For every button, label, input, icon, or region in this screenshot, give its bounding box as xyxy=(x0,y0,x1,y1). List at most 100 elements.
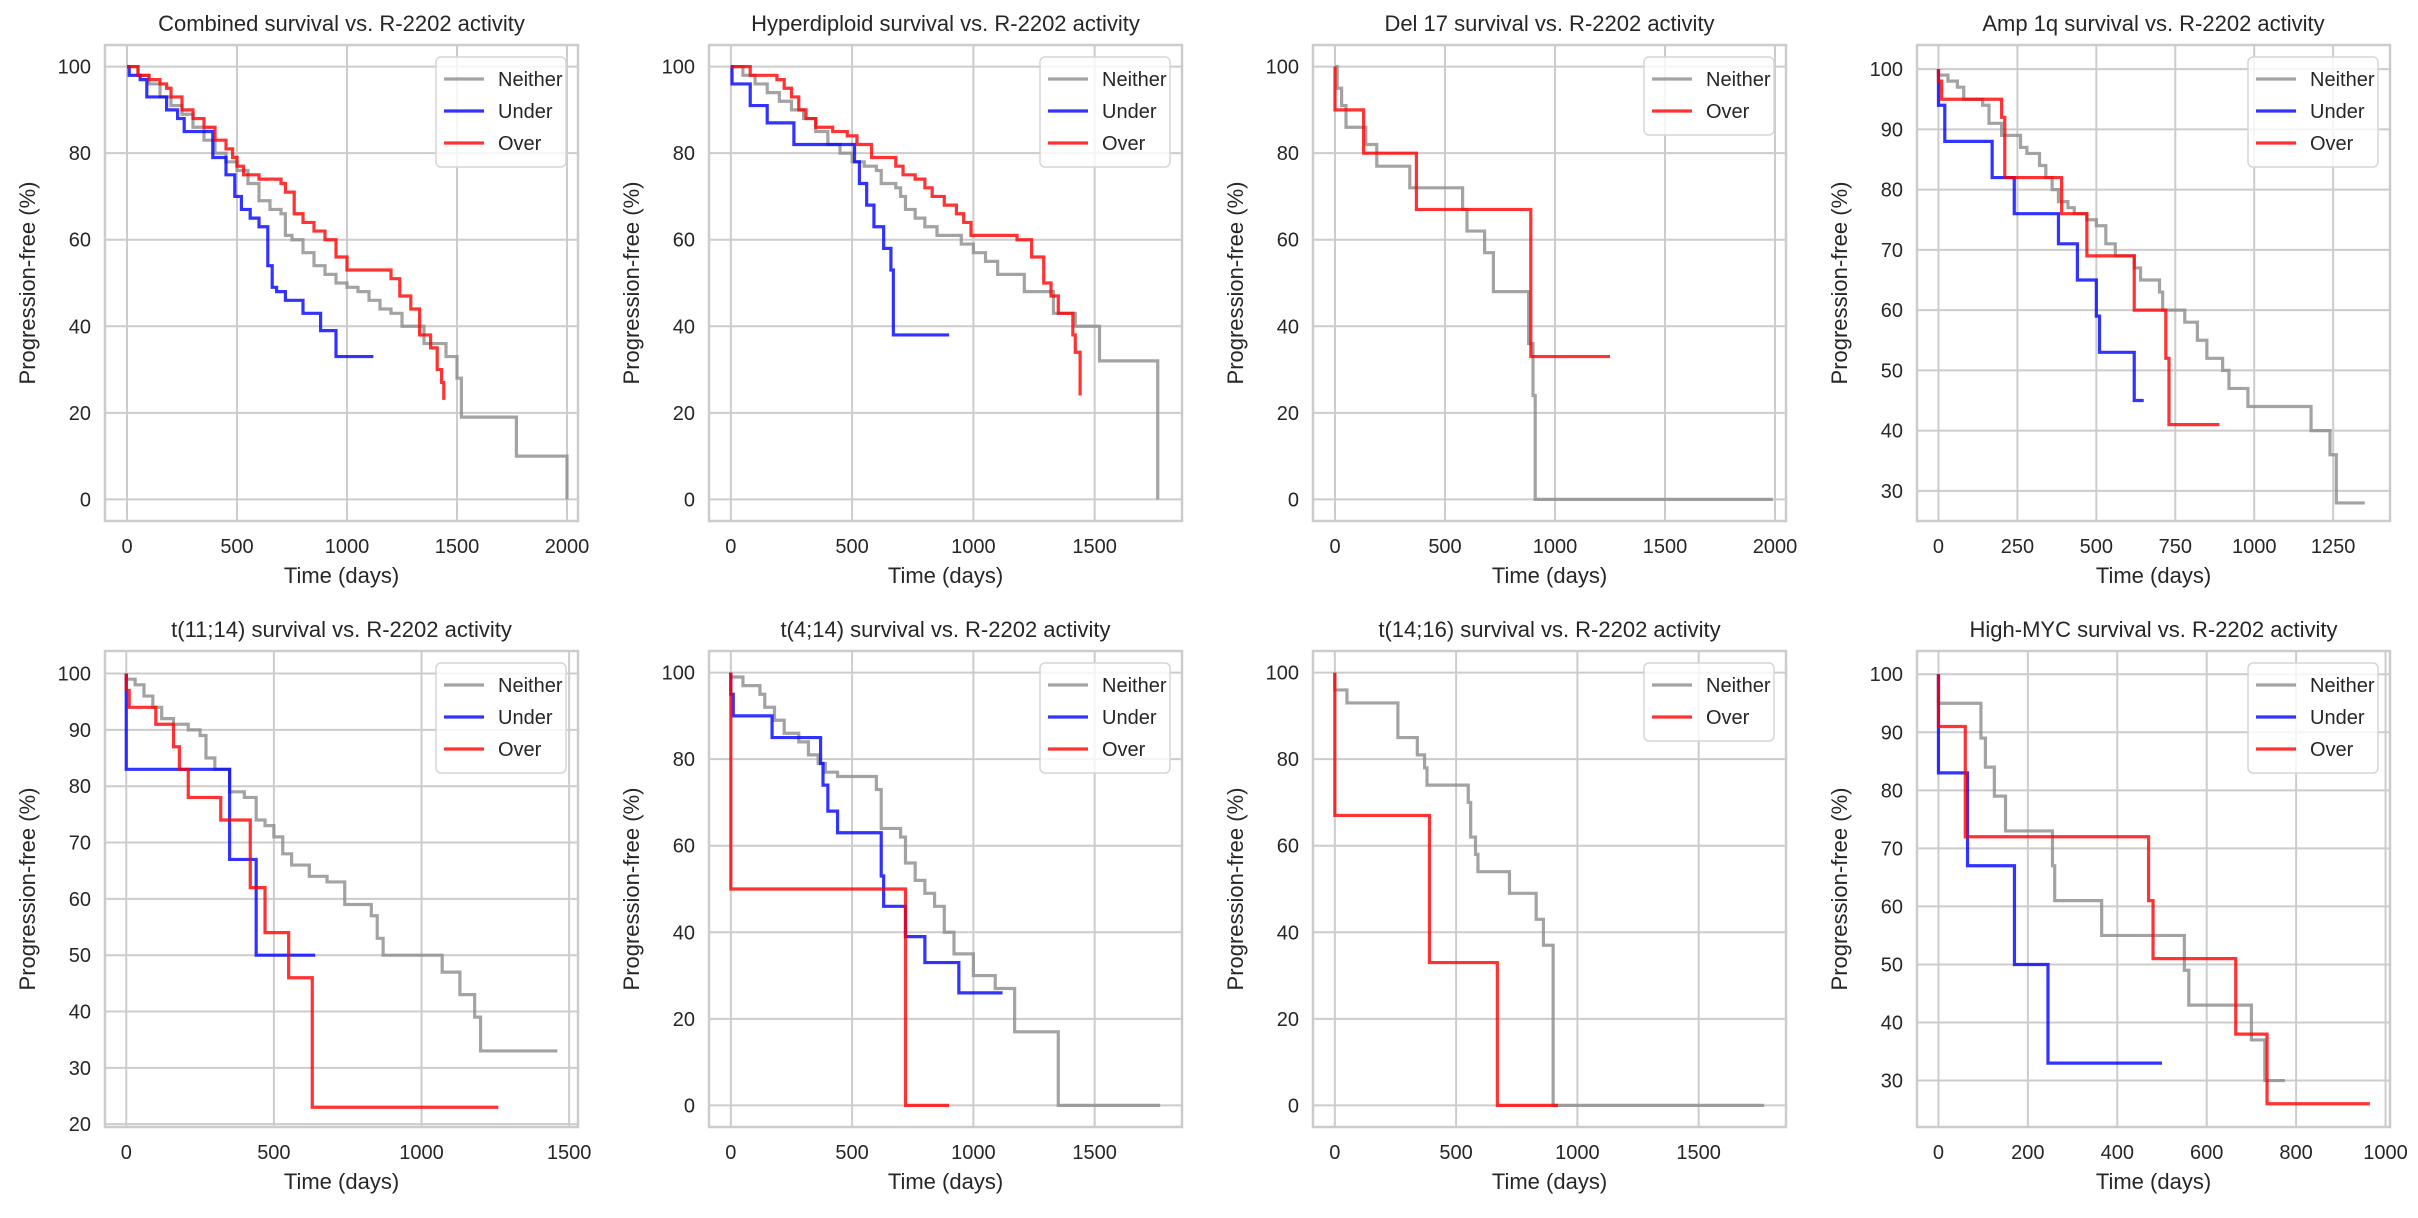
x-tick-label: 500 xyxy=(2080,536,2113,558)
series-line-neither xyxy=(730,65,1160,500)
series-line-under xyxy=(730,65,950,337)
x-tick-label: 750 xyxy=(2159,536,2192,558)
legend-label: Over xyxy=(498,133,542,155)
y-tick-label: 80 xyxy=(1277,749,1299,771)
x-tick-label: 250 xyxy=(2001,536,2034,558)
legend-label: Over xyxy=(498,739,542,761)
legend-label: Over xyxy=(2310,133,2354,155)
x-tick-label: 500 xyxy=(1439,1142,1472,1164)
y-tick-label: 80 xyxy=(69,143,91,165)
y-tick-label: 40 xyxy=(673,316,695,338)
series-line-neither xyxy=(1936,69,2365,505)
series-line-over xyxy=(1936,674,2370,1106)
y-tick-label: 40 xyxy=(1881,421,1903,443)
legend: Neither Under Over xyxy=(2247,56,2379,168)
legend-label: Over xyxy=(1706,101,1750,123)
y-tick-label: 20 xyxy=(673,1009,695,1031)
x-tick-label: 1500 xyxy=(547,1142,592,1164)
series-line-neither xyxy=(1333,672,1765,1107)
y-tick-label: 40 xyxy=(1881,1013,1903,1035)
y-tick-label: 100 xyxy=(662,57,695,79)
legend-box xyxy=(2247,56,2379,168)
y-tick-label: 90 xyxy=(1881,722,1903,744)
y-tick-label: 100 xyxy=(1266,57,1299,79)
y-tick-label: 80 xyxy=(673,143,695,165)
legend-label: Over xyxy=(1102,133,1146,155)
series-line-over xyxy=(127,65,446,400)
x-tick-label: 0 xyxy=(725,1142,736,1164)
y-tick-label: 70 xyxy=(1881,240,1903,262)
legend-box xyxy=(1039,662,1171,774)
legend-label: Under xyxy=(498,707,553,729)
x-tick-label: 400 xyxy=(2101,1142,2134,1164)
x-tick-label: 1000 xyxy=(1533,536,1578,558)
legend-label: Neither xyxy=(1102,69,1167,91)
y-tick-label: 50 xyxy=(69,945,91,967)
x-tick-label: 1500 xyxy=(1643,536,1688,558)
x-tick-label: 1000 xyxy=(399,1142,444,1164)
y-tick-label: 70 xyxy=(69,833,91,855)
y-tick-label: 40 xyxy=(1277,316,1299,338)
series-line-over xyxy=(1936,69,2220,427)
y-tick-label: 80 xyxy=(69,776,91,798)
y-tick-label: 60 xyxy=(69,230,91,252)
legend-box xyxy=(435,662,567,774)
y-tick-label: 40 xyxy=(673,922,695,944)
legend: Neither Under Over xyxy=(435,56,567,168)
series-line-under xyxy=(124,673,316,957)
x-tick-label: 1500 xyxy=(1072,1142,1117,1164)
y-tick-label: 30 xyxy=(1881,1071,1903,1093)
y-tick-label: 60 xyxy=(1277,836,1299,858)
chart-title: Hyperdiploid survival vs. R-2202 activit… xyxy=(751,11,1140,36)
x-tick-label: 1500 xyxy=(1676,1142,1721,1164)
x-tick-label: 1500 xyxy=(1072,536,1117,558)
y-tick-label: 100 xyxy=(662,663,695,685)
y-tick-label: 90 xyxy=(1881,119,1903,141)
x-axis-label: Time (days) xyxy=(284,563,399,588)
y-tick-label: 60 xyxy=(1881,300,1903,322)
y-tick-label: 60 xyxy=(1277,230,1299,252)
y-tick-label: 20 xyxy=(673,403,695,425)
x-tick-label: 0 xyxy=(1933,536,1944,558)
y-tick-label: 50 xyxy=(1881,360,1903,382)
y-tick-label: 80 xyxy=(1881,180,1903,202)
y-tick-label: 30 xyxy=(69,1058,91,1080)
x-tick-label: 500 xyxy=(220,536,253,558)
y-tick-label: 100 xyxy=(1870,664,1903,686)
axes-frame xyxy=(707,43,1184,523)
x-tick-label: 0 xyxy=(1329,536,1340,558)
x-tick-label: 0 xyxy=(121,1142,132,1164)
x-axis-label: Time (days) xyxy=(2096,1169,2211,1194)
legend-label: Over xyxy=(2310,739,2354,761)
series-line-neither xyxy=(124,673,558,1053)
x-tick-label: 1000 xyxy=(325,536,370,558)
x-tick-label: 1000 xyxy=(2363,1142,2408,1164)
x-axis-label: Time (days) xyxy=(888,1169,1003,1194)
chart-title: High-MYC survival vs. R-2202 activity xyxy=(1970,617,2338,642)
y-tick-label: 40 xyxy=(69,316,91,338)
legend-box xyxy=(1039,56,1171,168)
x-tick-label: 0 xyxy=(121,536,132,558)
y-tick-label: 20 xyxy=(69,1114,91,1136)
y-axis-label: Progression-free (%) xyxy=(1827,788,1852,991)
y-tick-label: 80 xyxy=(1277,143,1299,165)
axes-frame xyxy=(707,649,1184,1129)
x-tick-label: 0 xyxy=(1933,1142,1944,1164)
chart-title: t(4;14) survival vs. R-2202 activity xyxy=(780,617,1110,642)
legend: Neither Under Over xyxy=(1039,56,1171,168)
y-tick-label: 60 xyxy=(1881,896,1903,918)
x-tick-label: 1000 xyxy=(951,1142,996,1164)
chart-title: Combined survival vs. R-2202 activity xyxy=(158,11,525,36)
y-tick-label: 40 xyxy=(1277,922,1299,944)
legend-box xyxy=(1643,662,1775,742)
y-tick-label: 60 xyxy=(673,230,695,252)
legend: Neither Over xyxy=(1643,56,1775,136)
x-axis-label: Time (days) xyxy=(284,1169,399,1194)
y-tick-label: 80 xyxy=(1881,780,1903,802)
x-tick-label: 600 xyxy=(2190,1142,2223,1164)
chart-title: Amp 1q survival vs. R-2202 activity xyxy=(1982,11,2324,36)
series-line-under xyxy=(729,672,1003,995)
